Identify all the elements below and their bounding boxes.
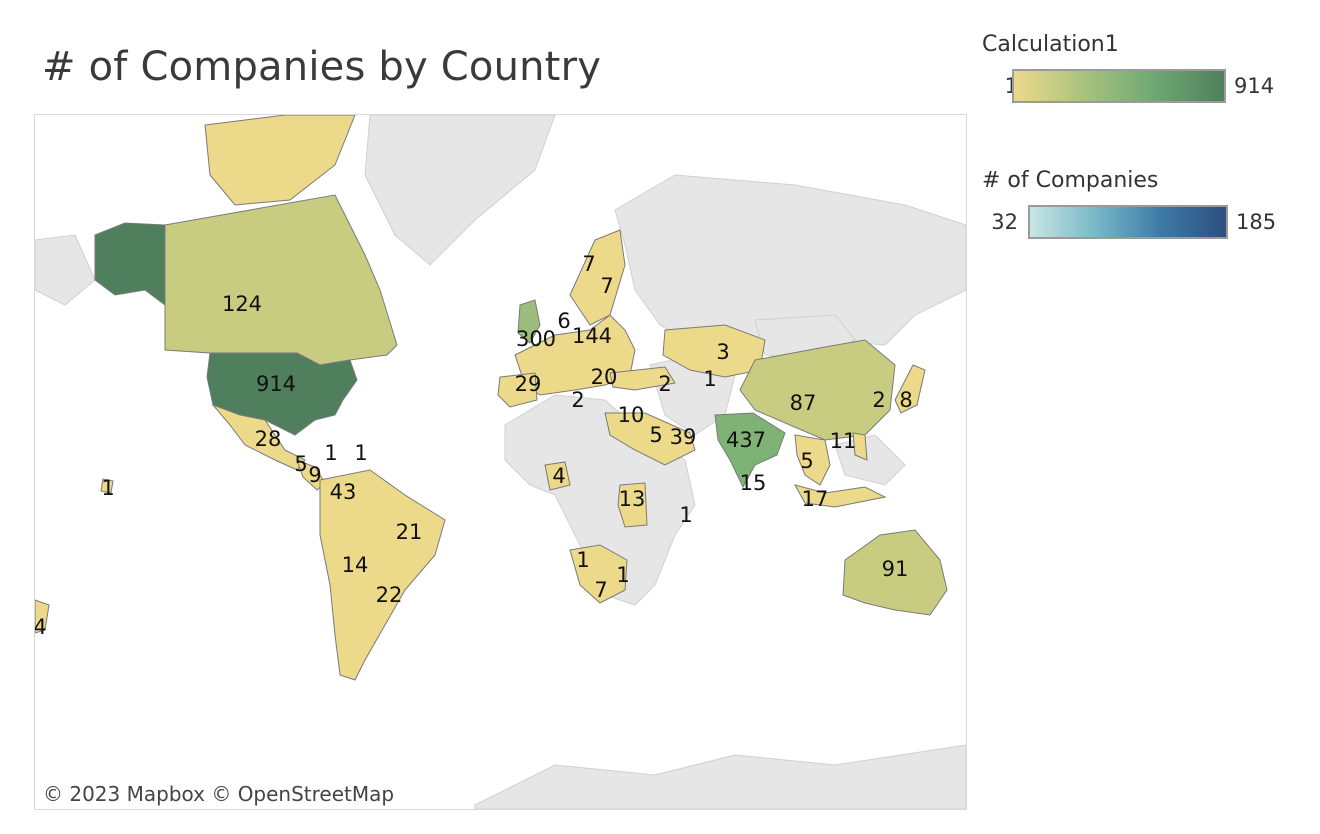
philippines-region [852, 432, 868, 461]
new-zealand-region [35, 599, 50, 634]
label-dominican-republic: 1 [354, 441, 367, 465]
hawaii-region [100, 478, 114, 494]
uk-region [517, 299, 541, 344]
label-chile: 14 [342, 553, 369, 577]
alaska-west-shape [35, 234, 96, 306]
label-china: 87 [790, 391, 817, 415]
label-sri-lanka: 15 [740, 471, 767, 495]
label-norway: 7 [582, 252, 595, 276]
legend-title: Calculation1 [982, 32, 1119, 57]
label-argentina: 22 [376, 583, 403, 607]
label-jamaica: 1 [324, 441, 337, 465]
color-ramp [1028, 205, 1228, 239]
label-nigeria: 4 [552, 464, 565, 488]
label-uae: 39 [670, 425, 697, 449]
label-egypt: 10 [618, 403, 645, 427]
label-germany: 144 [572, 324, 612, 348]
label-india: 437 [726, 428, 766, 452]
label-costa-rica: 9 [308, 463, 321, 487]
basemap-land [35, 115, 966, 809]
data-countries[interactable] [35, 115, 948, 681]
label-italy: 20 [591, 365, 618, 389]
map-view[interactable]: 914 437 300 144 124 91 87 43 39 29 28 22… [34, 114, 967, 810]
label-canada: 124 [222, 292, 262, 316]
legend-calculation1[interactable]: Calculation1 1 914 [982, 32, 1302, 103]
south-america-region [319, 469, 446, 681]
alaska-region [94, 222, 166, 306]
nigeria-region [544, 461, 571, 491]
label-mexico: 28 [255, 427, 282, 451]
canada-arctic-islands [204, 115, 356, 206]
label-lesotho: 1 [616, 563, 629, 587]
kazakhstan-region [662, 324, 766, 378]
label-sweden: 7 [600, 274, 613, 298]
label-guatemala: 5 [294, 452, 307, 476]
greenland-shape [364, 115, 556, 266]
europe-region [514, 314, 636, 396]
label-thailand: 5 [800, 449, 813, 473]
label-uzbekistan: 1 [703, 367, 716, 391]
legend-max: 185 [1236, 210, 1277, 234]
label-new-zealand: 4 [35, 615, 47, 639]
india-region [714, 412, 786, 489]
indonesia-region [793, 484, 887, 508]
label-saudi-arabia: 5 [649, 423, 662, 447]
label-indonesia: 17 [802, 487, 829, 511]
color-ramp [1012, 69, 1226, 103]
label-mauritius: 1 [679, 503, 692, 527]
map-attribution[interactable]: © 2023 Mapbox © OpenStreetMap [35, 778, 403, 809]
iberia-region [497, 372, 538, 408]
turkey-region [609, 366, 676, 391]
label-japan: 8 [899, 388, 912, 412]
label-united-states: 914 [256, 372, 296, 396]
label-georgia: 2 [658, 372, 671, 396]
world-map[interactable]: 914 437 300 144 124 91 87 43 39 29 28 22… [35, 115, 966, 809]
se-asia-shape [834, 434, 906, 486]
antarctica-shape [474, 744, 966, 809]
label-netherlands: 6 [557, 309, 570, 333]
legend-title: # of Companies [982, 168, 1159, 193]
arabia-region [604, 412, 696, 466]
label-hawaii: 1 [101, 476, 114, 500]
southern-africa-region [569, 544, 628, 604]
legend-max: 914 [1234, 74, 1275, 98]
label-brazil: 21 [396, 520, 423, 544]
legend-num-companies[interactable]: # of Companies 32 185 [982, 168, 1302, 239]
label-south-africa: 7 [594, 578, 607, 602]
kenya-region [617, 482, 648, 528]
label-colombia: 43 [330, 480, 357, 504]
label-australia: 91 [882, 557, 909, 581]
label-malta: 2 [571, 388, 584, 412]
label-kazakhstan: 3 [716, 340, 729, 364]
chart-title: # of Companies by Country [42, 44, 602, 90]
label-namibia: 1 [576, 548, 589, 572]
label-philippines: 11 [830, 429, 857, 453]
value-labels: 914 437 300 144 124 91 87 43 39 29 28 22… [35, 252, 913, 639]
label-spain: 29 [515, 372, 542, 396]
label-united-kingdom: 300 [516, 327, 556, 351]
australia-region [842, 529, 948, 616]
canada-region [164, 194, 398, 366]
indochina-region [794, 434, 831, 486]
label-south-korea: 2 [872, 388, 885, 412]
japan-region [894, 364, 926, 414]
label-kenya: 13 [619, 487, 646, 511]
scandinavia-region [569, 229, 626, 326]
legend-min: 32 [991, 210, 1018, 234]
